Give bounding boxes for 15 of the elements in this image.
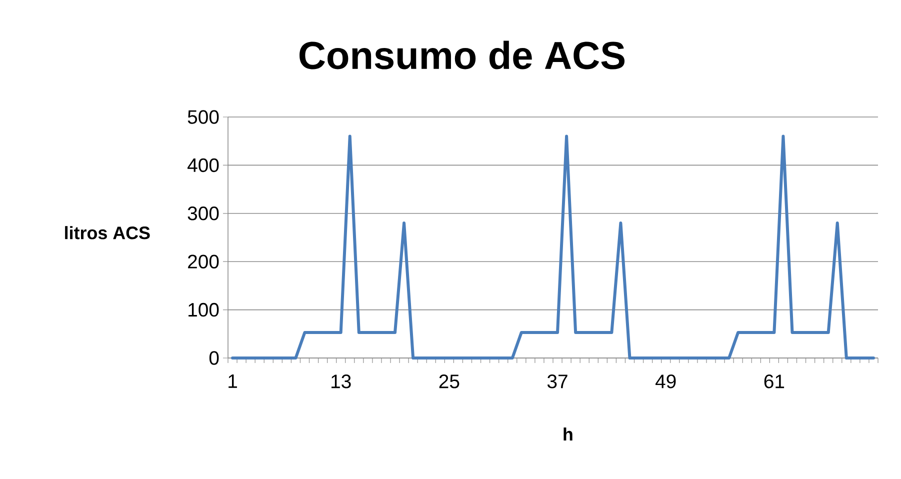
chart-title: Consumo de ACS <box>300 40 625 70</box>
x-tick-label: 49 <box>656 374 676 388</box>
x-tick-label: 1 <box>228 374 237 388</box>
x-tick-label: 13 <box>332 374 351 388</box>
x-tick-label: 37 <box>547 374 568 388</box>
y-tick-label: 100 <box>188 302 219 317</box>
y-tick-label: 400 <box>188 158 219 172</box>
x-axis-title: h <box>564 428 572 441</box>
y-axis-title: litros ACS <box>65 226 150 240</box>
y-tick-label: 300 <box>188 206 219 220</box>
y-tick-label: 500 <box>188 110 219 124</box>
x-tick-label: 25 <box>439 374 460 388</box>
y-tick-label: 0 <box>209 351 219 365</box>
x-tick-label: 61 <box>764 374 784 388</box>
y-tick-label: 200 <box>188 254 219 268</box>
